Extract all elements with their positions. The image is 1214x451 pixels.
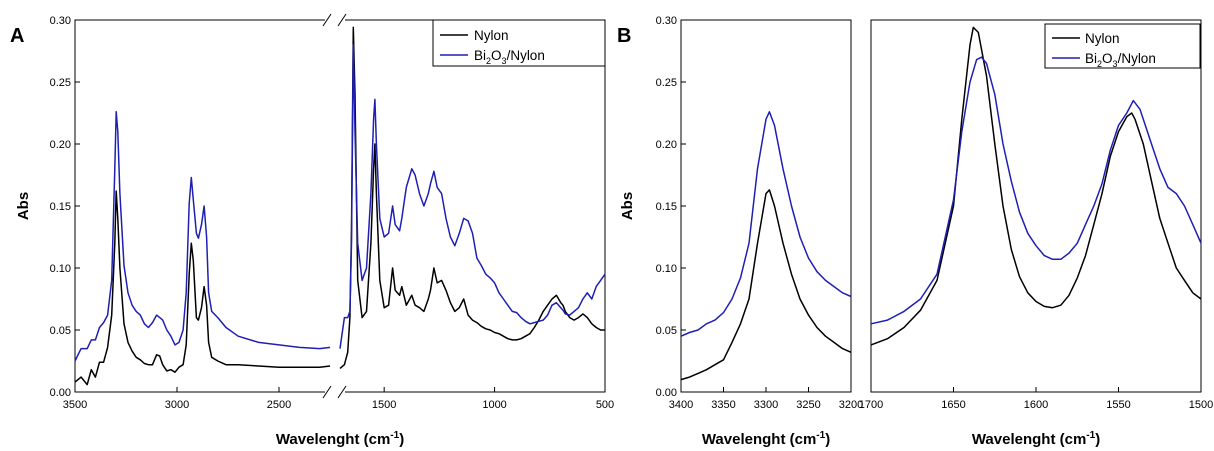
y-tick-label: 0.15 (656, 201, 677, 213)
panel-b-y-ticks: 0.00 0.05 0.10 0.15 0.20 0.25 0.30 (656, 15, 686, 399)
legend-label-bi2o3-nylon: Bi2O3/Nylon (1085, 51, 1156, 69)
panel-b-legend-box (1044, 23, 1201, 69)
panel-a-y-axis-label: Abs (15, 192, 32, 220)
panel-b-left-x-axis-label: Wavelenght (cm-1) (702, 430, 830, 448)
x-tick-label: 3000 (165, 399, 189, 411)
y-tick-label: 0.25 (50, 77, 71, 89)
legend-label-nylon: Nylon (1085, 31, 1120, 46)
x-tick-label: 1550 (1106, 399, 1130, 411)
series-line-nylon-right (339, 26, 605, 369)
x-tick-label: 1500 (372, 399, 396, 411)
panel-b-left-series (680, 111, 852, 381)
x-tick-label: 3250 (796, 399, 820, 411)
legend-label-nylon: Nylon (474, 28, 509, 43)
y-tick-label: 0.10 (50, 263, 71, 275)
x-tick-label: 500 (596, 399, 614, 411)
panel-a-legend-box (432, 19, 606, 67)
x-tick-label: 1500 (1189, 399, 1213, 411)
legend-label-bi2o3-nylon: Bi2O3/Nylon (474, 48, 545, 66)
panel-b-y-axis-label: Abs (619, 192, 636, 220)
panel-a-x-axis-label: Wavelenght (cm-1) (276, 430, 404, 448)
panel-a: A 0.00 0.05 0.10 0.15 0.20 0.25 0.30 3500 3000 2… (10, 13, 614, 448)
panel-b-right-x-ticks: 1700 1650 1600 1550 1500 (859, 387, 1213, 411)
x-tick-label: 1650 (941, 399, 965, 411)
series-line-nylon (870, 26, 1202, 346)
panel-a-series (74, 26, 606, 386)
panel-a-label: A (10, 25, 24, 47)
panel-a-x-ticks: 3500 3000 2500 1500 1000 500 (63, 387, 614, 411)
x-tick-label: 3300 (754, 399, 778, 411)
y-tick-label: 0.20 (50, 139, 71, 151)
series-line-nylon-left (74, 190, 331, 386)
axis-break-top-marks (322, 13, 347, 27)
panel-b-label: B (617, 25, 631, 47)
x-tick-label: 1700 (859, 399, 883, 411)
series-line-nylon (680, 189, 852, 381)
panel-b-legend: Nylon Bi2O3/Nylon (1044, 23, 1201, 69)
y-tick-label: 0.00 (656, 387, 677, 399)
series-line-bi2o3-nylon-right (339, 44, 606, 349)
y-tick-label: 0.15 (50, 201, 71, 213)
series-line-bi2o3-nylon (680, 111, 852, 337)
y-tick-label: 0.30 (656, 15, 677, 27)
y-tick-label: 0.30 (50, 15, 71, 27)
x-tick-label: 1000 (482, 399, 506, 411)
x-tick-label: 3350 (711, 399, 735, 411)
series-line-bi2o3-nylon (870, 56, 1202, 325)
y-tick-label: 0.05 (50, 325, 71, 337)
y-tick-label: 0.05 (656, 325, 677, 337)
panel-a-legend: Nylon Bi2O3/Nylon (432, 19, 606, 67)
panel-b-right-series (870, 26, 1202, 346)
panel-b-right-x-axis-label: Wavelenght (cm-1) (972, 430, 1100, 448)
panel-b-left-x-ticks: 3400 3350 3300 3250 3200 (669, 387, 863, 411)
x-tick-label: 3400 (669, 399, 693, 411)
series-line-bi2o3-nylon-left (74, 111, 331, 362)
y-tick-label: 0.00 (50, 387, 71, 399)
y-tick-label: 0.25 (656, 77, 677, 89)
x-tick-label: 3500 (63, 399, 87, 411)
panel-b-right-frame (870, 19, 1202, 393)
panel-b: B 0.000.050.100.150.200.250.30 3400 3350 3… (617, 15, 1213, 448)
panel-a-y-ticks: 0.00 0.05 0.10 0.15 0.20 0.25 0.30 (50, 15, 80, 399)
x-tick-label: 3200 (839, 399, 863, 411)
y-tick-label: 0.20 (656, 139, 677, 151)
x-tick-label: 2500 (267, 399, 291, 411)
axis-break-bottom-marks (322, 385, 347, 399)
x-tick-label: 1600 (1024, 399, 1048, 411)
y-tick-label: 0.10 (656, 263, 677, 275)
